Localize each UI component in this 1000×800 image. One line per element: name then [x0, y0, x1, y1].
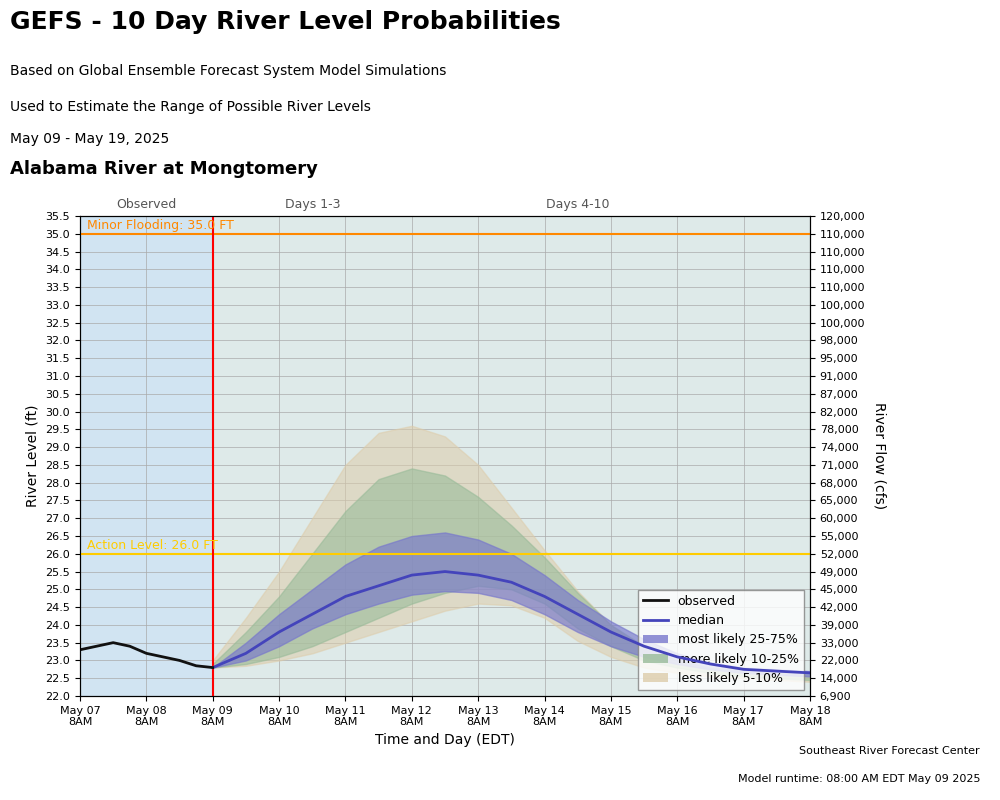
Text: Days 4-10: Days 4-10: [546, 198, 609, 211]
Text: Based on Global Ensemble Forecast System Model Simulations: Based on Global Ensemble Forecast System…: [10, 64, 446, 78]
Text: Observed: Observed: [116, 198, 176, 211]
Y-axis label: River Level (ft): River Level (ft): [26, 405, 40, 507]
Text: Model runtime: 08:00 AM EDT May 09 2025: Model runtime: 08:00 AM EDT May 09 2025: [738, 774, 980, 784]
Text: Used to Estimate the Range of Possible River Levels: Used to Estimate the Range of Possible R…: [10, 100, 371, 114]
Text: GEFS - 10 Day River Level Probabilities: GEFS - 10 Day River Level Probabilities: [10, 10, 561, 34]
Bar: [80, 216, 213, 696]
X-axis label: Time and Day (EDT): Time and Day (EDT): [375, 733, 515, 747]
Bar: [213, 216, 810, 696]
Y-axis label: River Flow (cfs): River Flow (cfs): [872, 402, 886, 510]
Text: Southeast River Forecast Center: Southeast River Forecast Center: [799, 746, 980, 756]
Text: Minor Flooding: 35.0 FT: Minor Flooding: 35.0 FT: [87, 219, 234, 232]
Text: Action Level: 26.0 FT: Action Level: 26.0 FT: [87, 539, 218, 552]
Legend: observed, median, most likely 25-75%, more likely 10-25%, less likely 5-10%: observed, median, most likely 25-75%, mo…: [638, 590, 804, 690]
Text: Alabama River at Mongtomery: Alabama River at Mongtomery: [10, 160, 318, 178]
Text: Days 1-3: Days 1-3: [285, 198, 340, 211]
Text: May 09 - May 19, 2025: May 09 - May 19, 2025: [10, 131, 169, 146]
